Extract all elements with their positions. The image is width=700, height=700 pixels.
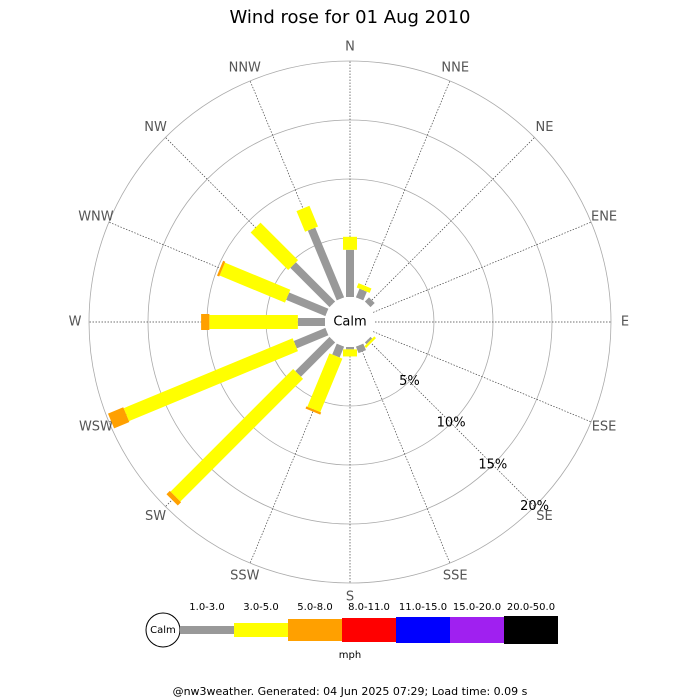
ring-label: 10% — [437, 416, 466, 431]
wind-bar — [217, 260, 226, 277]
direction-label: ENE — [591, 209, 617, 224]
wind-bar — [364, 336, 373, 345]
spoke — [372, 221, 592, 313]
wind-bar — [250, 222, 299, 271]
ring-label: 5% — [399, 374, 420, 389]
direction-label: WSW — [79, 420, 113, 435]
wind-bar — [355, 343, 366, 354]
footer: @nw3weather. Generated: 04 Jun 2025 07:2… — [173, 685, 528, 698]
wind-bar — [209, 315, 298, 329]
wind-bar — [170, 368, 304, 502]
wind-bar — [364, 336, 376, 348]
direction-bars — [364, 336, 376, 348]
direction-bars — [107, 327, 329, 429]
direction-bars — [201, 314, 325, 330]
calm-circle — [325, 297, 375, 347]
calm-label: Calm — [333, 315, 366, 330]
direction-bars — [364, 297, 375, 308]
wind-bar — [297, 318, 325, 326]
wind-bar — [355, 288, 367, 301]
wind-bar — [356, 283, 372, 293]
ring-label: 15% — [478, 457, 507, 472]
ring-label: 20% — [520, 499, 549, 514]
wind-bar — [346, 249, 354, 297]
wind-bar — [166, 490, 182, 506]
direction-bars — [305, 343, 345, 415]
wind-bar — [307, 353, 343, 413]
wind-bar — [107, 407, 130, 429]
direction-label: WNW — [78, 209, 114, 224]
legend-swatch — [342, 618, 396, 642]
direction-label: NNW — [229, 60, 261, 75]
legend-label: 20.0-50.0 — [507, 602, 555, 613]
wind-bar — [343, 349, 357, 357]
direction-bars — [343, 236, 357, 297]
direction-label: ESE — [592, 420, 617, 435]
legend-swatch — [450, 617, 504, 643]
ring — [88, 60, 612, 584]
direction-label: N — [345, 40, 355, 55]
wind-bar — [201, 314, 210, 330]
wind-bar — [293, 327, 329, 349]
direction-label: NE — [535, 120, 553, 135]
direction-bars — [166, 336, 336, 506]
legend-label: 8.0-11.0 — [348, 602, 390, 613]
direction-bars — [355, 283, 372, 301]
legend-label: 3.0-5.0 — [243, 602, 278, 613]
legend-swatch — [288, 619, 342, 641]
direction-label: SSE — [443, 569, 468, 584]
chart-title: Wind rose for 01 Aug 2010 — [230, 7, 471, 28]
spoke — [367, 137, 535, 305]
legend-label: 15.0-20.0 — [453, 602, 501, 613]
spoke — [359, 80, 451, 300]
direction-bars — [343, 347, 357, 357]
wind-bar — [343, 236, 357, 250]
direction-bars — [355, 343, 366, 354]
wind-bar — [295, 336, 336, 377]
legend-swatch — [504, 616, 558, 644]
legend-label: 1.0-3.0 — [189, 602, 224, 613]
legend-unit: mph — [339, 650, 361, 661]
wind-bar — [332, 343, 345, 358]
direction-label: W — [69, 315, 82, 330]
spoke — [372, 331, 592, 423]
legend-swatch — [234, 623, 288, 637]
wind-bar — [290, 262, 336, 308]
wind-bar — [307, 227, 345, 301]
legend-calm-label: Calm — [150, 625, 176, 636]
direction-label: NNE — [441, 60, 469, 75]
direction-bars — [250, 222, 336, 308]
wind-bar — [286, 292, 329, 317]
direction-label: S — [346, 590, 354, 605]
direction-label: NW — [144, 120, 167, 135]
direction-label: SSW — [230, 569, 260, 584]
wind-bar — [296, 205, 318, 232]
legend-label: 5.0-8.0 — [297, 602, 332, 613]
wind-bar — [219, 262, 291, 303]
direction-bars — [296, 205, 345, 301]
spoke — [359, 344, 451, 564]
wind-bar — [123, 338, 298, 422]
wind-bar — [305, 406, 322, 415]
wind-bar — [346, 347, 354, 350]
wind-bar — [364, 297, 375, 308]
legend-swatch — [180, 626, 234, 634]
legend-label: 11.0-15.0 — [399, 602, 447, 613]
direction-label: E — [621, 315, 629, 330]
direction-label: SE — [536, 509, 552, 524]
direction-label: SW — [145, 509, 166, 524]
legend-swatch — [396, 617, 450, 643]
direction-bars — [217, 260, 329, 317]
spoke — [367, 339, 535, 507]
